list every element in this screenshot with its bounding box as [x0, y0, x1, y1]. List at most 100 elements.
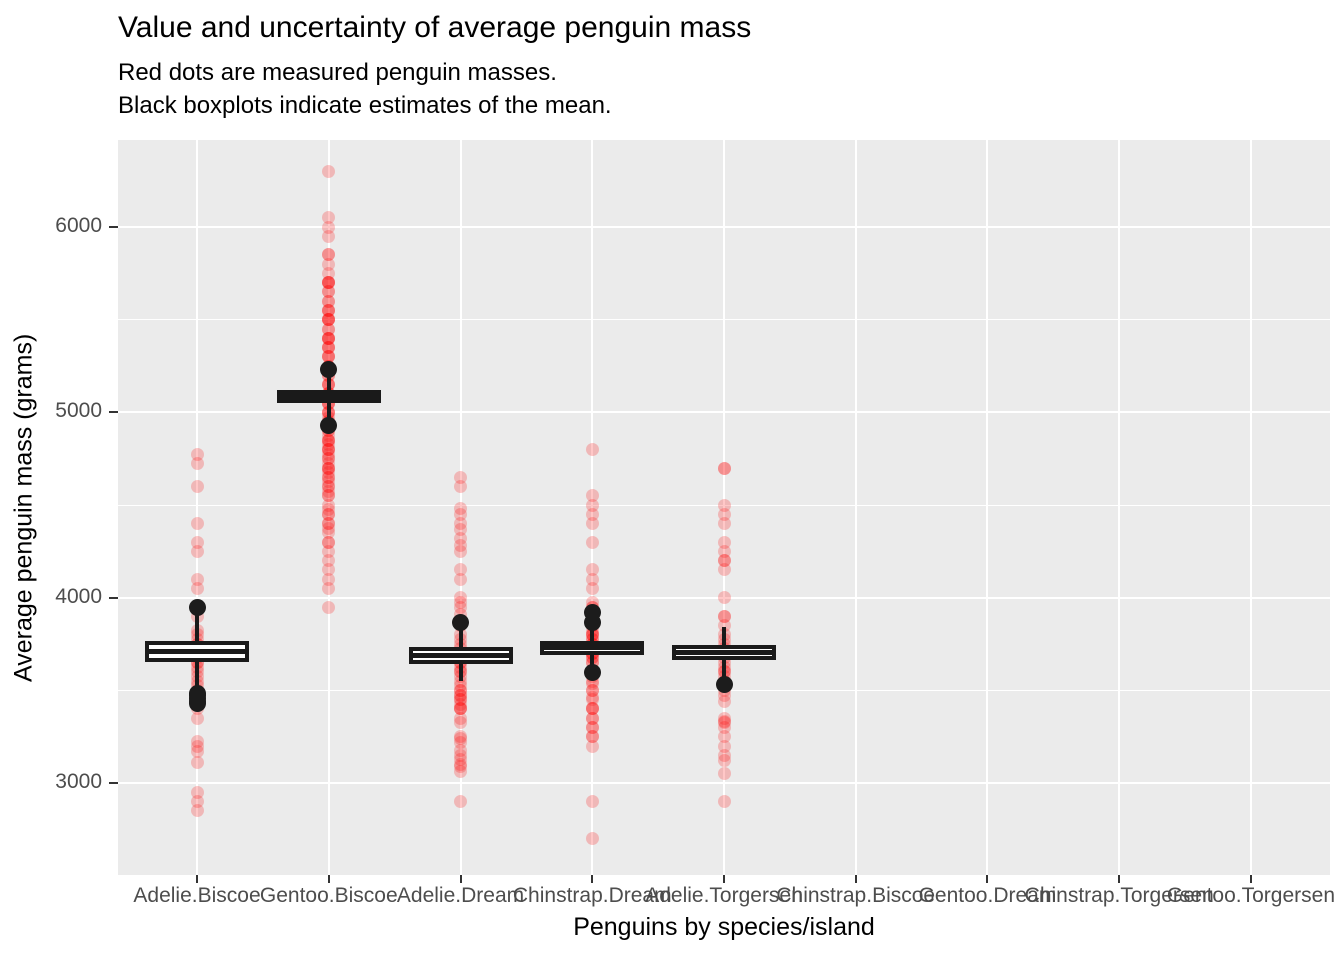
penguin-mass-dot: [322, 341, 336, 355]
penguin-mass-dot: [717, 517, 731, 531]
penguin-mass-dot: [322, 484, 336, 498]
penguin-mass-dot: [717, 730, 731, 744]
boxplot-outlier-dot: [452, 614, 470, 632]
chart-title: Value and uncertainty of average penguin…: [118, 11, 752, 44]
penguin-mass-dot: [322, 521, 336, 535]
x-axis-title: Penguins by species/island: [573, 913, 875, 941]
penguin-mass-dot: [322, 535, 336, 549]
x-axis-tick-mark: [854, 875, 857, 883]
penguin-mass-dot: [322, 456, 336, 470]
x-axis-tick-mark: [459, 875, 462, 883]
penguin-mass-dot: [454, 693, 468, 707]
penguin-mass-dot: [585, 489, 599, 503]
penguin-mass-dot: [454, 600, 468, 614]
y-axis-tick-label: 6000: [55, 214, 102, 238]
penguin-mass-dot: [585, 702, 599, 716]
y-axis-tick-mark: [109, 596, 118, 599]
penguin-mass-dot: [717, 754, 731, 768]
penguin-mass-dot: [322, 341, 336, 355]
penguin-mass-dot: [454, 572, 468, 586]
penguin-mass-dot: [454, 711, 468, 725]
y-axis-tick-label: 5000: [55, 399, 102, 423]
penguin-mass-dot: [454, 595, 468, 609]
penguin-mass-dot: [190, 581, 204, 595]
boxplot-median-line: [145, 648, 250, 654]
boxplot-median-line: [276, 394, 381, 400]
penguin-mass-dot: [454, 716, 468, 730]
penguin-mass-dot: [190, 795, 204, 809]
penguin-mass-dot: [717, 535, 731, 549]
boxplot-median-line: [540, 645, 645, 651]
x-axis-tick-label: Chinstrap.Torgersen: [1024, 884, 1214, 907]
x-axis-tick-mark: [723, 875, 725, 883]
penguin-mass-dot: [322, 341, 336, 355]
penguin-mass-dot: [322, 257, 336, 271]
penguin-mass-dot: [322, 433, 336, 447]
boxplot-outlier-dot: [320, 416, 338, 434]
penguin-mass-dot: [322, 489, 336, 503]
penguin-mass-dot: [717, 609, 731, 623]
penguin-mass-dot: [585, 581, 599, 595]
penguin-mass-dot: [454, 753, 468, 767]
penguin-mass-dot: [322, 466, 336, 480]
penguin-mass-dot: [454, 702, 468, 716]
penguin-mass-dot: [190, 739, 204, 753]
x-axis-tick-mark: [196, 875, 199, 883]
penguin-mass-dot: [322, 313, 336, 327]
penguin-mass-dot: [454, 688, 468, 702]
penguin-mass-dot: [717, 591, 731, 605]
vertical-gridline: [1249, 140, 1252, 875]
penguin-mass-dot: [322, 470, 336, 484]
penguin-mass-dot: [717, 554, 731, 568]
penguin-mass-dot: [322, 544, 336, 558]
penguin-mass-dot: [322, 313, 336, 327]
penguin-mass-dot: [322, 350, 336, 364]
penguin-mass-dot: [322, 461, 336, 475]
boxplot-median-line: [672, 649, 776, 655]
vertical-gridline: [1118, 140, 1121, 875]
penguin-mass-dot: [454, 795, 468, 809]
penguin-mass-dot: [454, 744, 468, 758]
chart-subtitle-line-1: Red dots are measured penguin masses.: [118, 59, 557, 86]
penguin-mass-dot: [322, 572, 336, 586]
penguin-mass-dot: [322, 563, 336, 577]
penguin-mass-dot: [322, 452, 336, 466]
penguin-mass-dot: [322, 331, 336, 345]
vertical-gridline: [327, 140, 330, 875]
penguin-mass-dot: [454, 683, 468, 697]
boxplot-outlier-dot: [320, 361, 338, 379]
penguin-mass-dot: [322, 452, 336, 466]
boxplot-lower-whisker: [195, 661, 200, 687]
penguin-mass-dot: [322, 266, 336, 280]
penguin-mass-dot: [585, 832, 599, 846]
penguin-mass-dot: [322, 442, 336, 456]
penguin-mass-dot: [190, 480, 204, 494]
penguin-mass-dot: [454, 539, 468, 553]
x-axis-tick-label: Gentoo.Dream: [918, 884, 1057, 907]
boxplot-outlier-dot: [188, 694, 206, 712]
penguin-mass-dot: [585, 563, 599, 577]
penguin-mass-dot: [190, 517, 204, 531]
penguin-mass-dot: [322, 276, 336, 290]
penguin-mass-dot: [717, 609, 731, 623]
penguin-mass-dot: [717, 689, 731, 703]
penguin-mass-dot: [585, 498, 599, 512]
penguin-mass-dot: [322, 211, 336, 225]
penguin-mass-dot: [585, 730, 599, 744]
penguin-mass-dot: [585, 683, 599, 697]
penguin-mass-dot: [190, 447, 204, 461]
penguin-mass-dot: [322, 433, 336, 447]
penguin-mass-dot: [454, 702, 468, 716]
y-axis-tick-label: 4000: [55, 584, 102, 608]
penguin-mass-dot: [585, 442, 599, 456]
penguin-mass-dot: [322, 313, 336, 327]
penguin-mass-dot: [322, 331, 336, 345]
penguin-mass-dot: [717, 498, 731, 512]
penguin-mass-dot: [322, 294, 336, 308]
chart-subtitle-line-2: Black boxplots indicate estimates of the…: [118, 92, 612, 119]
penguin-mass-dot: [322, 322, 336, 336]
penguin-mass-dot: [454, 544, 468, 558]
x-axis-tick-mark: [1118, 875, 1121, 883]
penguin-mass-dot: [322, 331, 336, 345]
